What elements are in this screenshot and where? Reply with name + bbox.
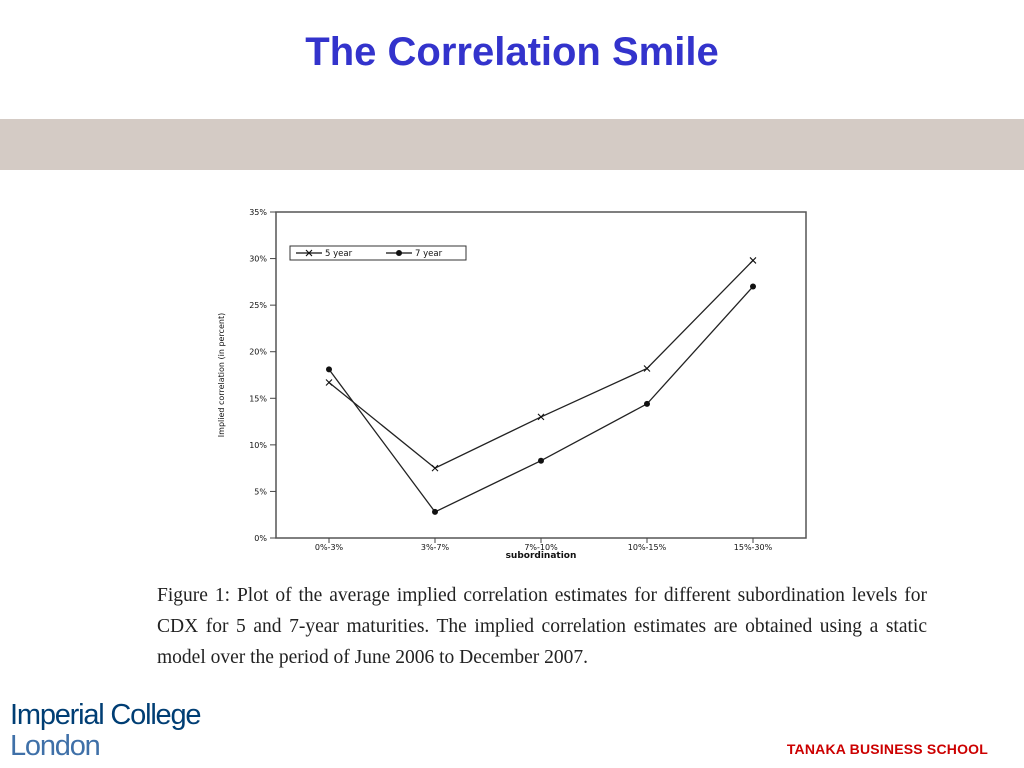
x-tick-label: 3%-7% — [421, 543, 450, 552]
marker-stroke — [537, 413, 545, 421]
y-axis: 0% 5% 10% 15% 20% 25% 30% 35% — [249, 208, 276, 543]
y-tick-label: 5% — [254, 487, 267, 496]
title-band — [0, 119, 1024, 170]
x-axis: 0%-3% 3%-7% 7%-10% 10%-15% 15%-30% — [315, 538, 773, 552]
imperial-logo-line2: London — [10, 730, 101, 762]
series-7-year — [326, 283, 756, 515]
legend: 5 year 7 year — [289, 245, 467, 261]
marker-stroke — [749, 257, 757, 264]
imperial-college-logo: Imperial College London — [10, 699, 202, 762]
data-point — [432, 508, 438, 515]
series-line — [328, 286, 754, 513]
tanaka-business-school-logo: TANAKA BUSINESS SCHOOL — [786, 741, 988, 757]
x-tick-label: 7%-10% — [524, 543, 558, 552]
marker-stroke — [305, 249, 313, 257]
y-tick-label: 35% — [249, 208, 267, 217]
y-tick-label: 25% — [249, 301, 267, 310]
data-point — [750, 283, 756, 290]
legend-box — [289, 245, 467, 261]
legend-label: 7 year — [415, 249, 443, 259]
data-point — [537, 413, 545, 421]
y-tick-label: 10% — [249, 441, 267, 450]
x-tick-label: 0%-3% — [315, 543, 344, 552]
series-group — [325, 257, 757, 515]
y-tick-label: 30% — [249, 255, 267, 264]
legend-label: 5 year — [325, 249, 353, 259]
x-tick-label: 10%-15% — [628, 543, 667, 552]
series-line — [328, 259, 754, 469]
marker-stroke — [325, 379, 333, 386]
y-tick-label: 15% — [249, 394, 267, 403]
marker-stroke — [643, 365, 651, 372]
data-point — [538, 457, 544, 464]
data-point — [326, 366, 332, 373]
y-tick-label: 0% — [254, 534, 267, 543]
y-axis-label: Implied correlation (in percent) — [217, 313, 226, 437]
x-tick-label: 15%-30% — [734, 543, 773, 552]
data-point — [644, 400, 650, 407]
series-5-year — [325, 257, 757, 472]
plot-frame — [275, 211, 807, 539]
data-point — [749, 257, 757, 264]
slide-title: The Correlation Smile — [305, 30, 719, 74]
correlation-chart: 0% 5% 10% 15% 20% 25% 30% 35% 0%-3% 3%-7% 7%-10% 1… — [217, 208, 807, 561]
figure-caption: Figure 1: Plot of the average implied co… — [157, 585, 927, 668]
legend-marker — [305, 249, 313, 257]
legend-marker — [396, 250, 402, 256]
data-point — [325, 379, 333, 386]
imperial-logo-line1: Imperial College — [10, 699, 202, 731]
data-point — [431, 464, 439, 472]
marker-stroke — [431, 464, 439, 472]
data-point — [643, 365, 651, 372]
y-tick-label: 20% — [249, 348, 267, 357]
x-axis-label: subordination — [506, 551, 577, 561]
